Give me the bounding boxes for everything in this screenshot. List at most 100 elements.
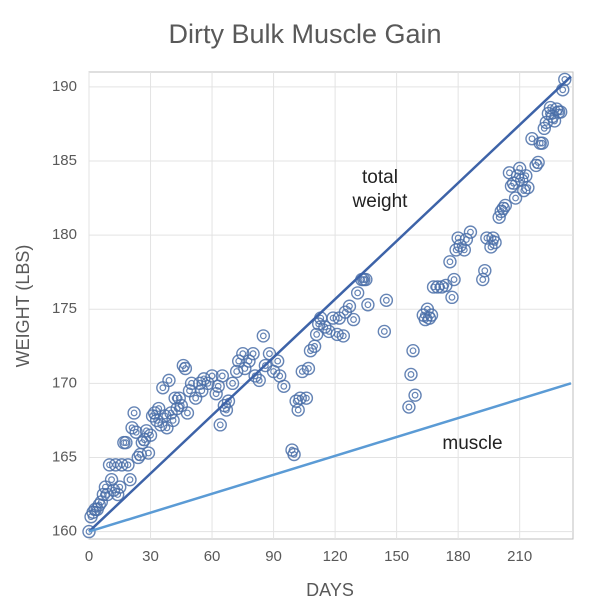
- data-point: [309, 327, 324, 342]
- point-core: [186, 387, 193, 395]
- data-point: [121, 458, 135, 472]
- data-point: [252, 373, 266, 388]
- point-core: [411, 391, 419, 399]
- y-tick-label: 160: [52, 523, 77, 540]
- point-ring: [318, 320, 332, 334]
- point-ring: [127, 406, 141, 420]
- point-core: [559, 86, 567, 94]
- data-point: [406, 344, 420, 358]
- point-ring: [457, 243, 472, 257]
- point-ring: [252, 373, 266, 388]
- point-core: [214, 382, 222, 390]
- y-tick-label: 180: [52, 226, 77, 243]
- point-ring: [480, 231, 494, 245]
- point-core: [313, 331, 321, 338]
- point-core: [536, 139, 544, 147]
- point-core: [99, 491, 107, 498]
- point-ring: [521, 180, 535, 195]
- data-point: [287, 447, 301, 462]
- point-core: [198, 387, 206, 395]
- point-ring: [242, 354, 256, 368]
- point-ring: [246, 346, 260, 361]
- point-ring: [553, 105, 568, 119]
- point-core: [302, 394, 310, 402]
- point-core: [522, 172, 530, 180]
- point-core: [132, 428, 140, 436]
- point-core: [169, 416, 177, 424]
- data-point: [166, 413, 180, 428]
- point-core: [171, 394, 179, 402]
- data-point: [377, 324, 392, 339]
- data-point: [508, 191, 523, 205]
- point-ring: [180, 406, 195, 420]
- point-core: [175, 394, 183, 402]
- point-ring: [330, 327, 344, 342]
- point-core: [518, 176, 526, 184]
- point-ring: [293, 391, 307, 405]
- point-core: [335, 314, 343, 322]
- point-ring: [443, 255, 457, 269]
- point-ring: [143, 428, 158, 442]
- point-core: [428, 311, 435, 319]
- data-point: [162, 373, 176, 388]
- data-point: [478, 263, 492, 278]
- data-point: [424, 308, 439, 322]
- point-core: [184, 409, 191, 417]
- point-core: [143, 427, 150, 435]
- point-ring: [115, 458, 129, 472]
- data-point: [178, 361, 193, 376]
- point-ring: [215, 369, 230, 383]
- point-core: [239, 350, 247, 358]
- data-point: [463, 225, 478, 239]
- data-point: [215, 369, 230, 383]
- point-core: [153, 416, 161, 424]
- point-ring: [178, 361, 193, 376]
- data-point: [350, 286, 365, 300]
- data-point: [457, 243, 472, 257]
- point-ring: [287, 447, 301, 462]
- point-ring: [484, 240, 498, 254]
- point-core: [274, 357, 282, 365]
- data-point: [535, 136, 549, 150]
- y-tick-label: 175: [52, 300, 77, 317]
- point-ring: [139, 424, 154, 438]
- y-tick-label: 185: [52, 152, 77, 169]
- data-point: [498, 198, 513, 213]
- data-point: [402, 400, 416, 414]
- y-axis-label: WEIGHT (LBS): [13, 245, 33, 368]
- point-ring: [359, 272, 373, 287]
- data-point: [123, 472, 137, 487]
- point-core: [192, 394, 200, 402]
- data-point: [141, 446, 156, 460]
- point-ring: [221, 394, 236, 408]
- point-ring: [498, 198, 513, 213]
- point-ring: [517, 183, 531, 198]
- point-core: [467, 228, 474, 236]
- point-ring: [289, 394, 303, 408]
- y-tick-label: 170: [52, 374, 77, 391]
- x-tick-label: 180: [446, 548, 471, 565]
- point-ring: [508, 191, 523, 205]
- data-point: [553, 105, 568, 119]
- chart-title: Dirty Bulk Muscle Gain: [168, 19, 441, 49]
- point-core: [305, 365, 312, 372]
- point-ring: [558, 72, 572, 87]
- point-core: [177, 402, 185, 409]
- point-ring: [129, 425, 143, 439]
- point-ring: [225, 376, 240, 391]
- point-core: [538, 139, 546, 147]
- point-ring: [162, 373, 176, 388]
- point-core: [354, 289, 362, 297]
- point-core: [155, 405, 163, 412]
- x-axis-label: DAYS: [306, 580, 354, 600]
- point-core: [442, 282, 450, 289]
- point-core: [276, 372, 284, 380]
- point-ring: [379, 293, 394, 308]
- point-ring: [326, 311, 340, 325]
- point-core: [249, 350, 257, 358]
- point-core: [446, 258, 454, 266]
- point-core: [294, 406, 302, 414]
- point-core: [501, 202, 509, 209]
- point-core: [255, 376, 263, 384]
